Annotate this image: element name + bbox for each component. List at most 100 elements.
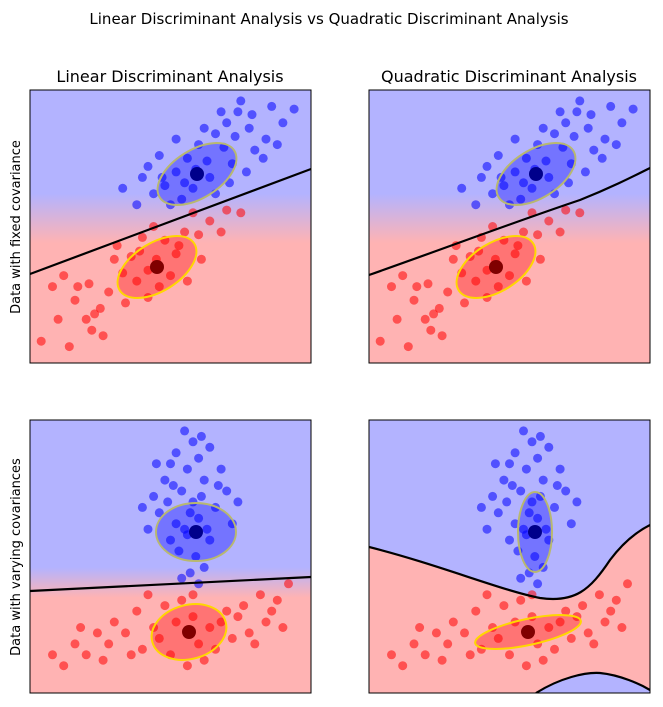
- class-1-point: [516, 486, 526, 496]
- class-1-point: [516, 573, 526, 583]
- class-0-point: [533, 230, 543, 240]
- class-0-point: [493, 633, 503, 643]
- class-1-point: [516, 194, 526, 204]
- class-0-point: [98, 655, 108, 665]
- class-1-point: [137, 502, 147, 512]
- class-0-point: [76, 623, 86, 632]
- class-0-point: [578, 601, 588, 611]
- class-0-point: [188, 612, 198, 622]
- class-0-point: [166, 271, 175, 281]
- class-0-point: [505, 271, 514, 281]
- class-0-point: [555, 617, 565, 627]
- class-1-point: [143, 524, 153, 534]
- class-0-point: [600, 617, 610, 627]
- class-1-point: [566, 519, 576, 529]
- class-1-point: [569, 131, 579, 141]
- class-0-point: [109, 254, 119, 264]
- class-0-point: [420, 314, 430, 324]
- class-0-point: [505, 650, 514, 660]
- class-0-point: [589, 639, 599, 649]
- class-0-point: [205, 623, 215, 632]
- class-0-point: [95, 303, 105, 313]
- class-1-point: [194, 453, 204, 463]
- class-0-point: [160, 601, 170, 611]
- class-0-point: [137, 644, 147, 654]
- class-1-point: [572, 107, 582, 117]
- panel-lda-fixed: [30, 90, 311, 363]
- class-1-point: [199, 123, 209, 133]
- class-1-point: [555, 464, 565, 474]
- class-0-point: [611, 595, 621, 605]
- class-1-point: [216, 107, 226, 117]
- class-0-point: [171, 617, 181, 627]
- class-1-point: [499, 475, 509, 485]
- class-0-point: [510, 249, 520, 259]
- class-1-point: [519, 524, 528, 534]
- class-1-point: [177, 573, 187, 583]
- class-1-point: [507, 481, 517, 490]
- class-0-point: [194, 230, 204, 240]
- class-1-point: [502, 497, 512, 507]
- class-1-point: [149, 491, 159, 501]
- class-1-point: [154, 508, 164, 518]
- class-1-point: [171, 519, 181, 529]
- class-1-point: [160, 181, 170, 191]
- class-0-point: [87, 325, 97, 335]
- class-0-point: [90, 309, 100, 319]
- class-1-point: [143, 161, 153, 171]
- class-1-point: [216, 464, 226, 474]
- class-0-point: [154, 633, 164, 643]
- class-1-point: [510, 167, 520, 177]
- class-0-mean-marker: [521, 625, 535, 639]
- class-1-point: [180, 524, 190, 534]
- class-0-point: [513, 241, 523, 251]
- class-1-point: [538, 123, 548, 133]
- class-0-point: [132, 606, 142, 616]
- class-0-point: [233, 612, 243, 622]
- class-0-point: [412, 282, 422, 292]
- class-1-point: [171, 134, 181, 144]
- class-0-point: [482, 590, 492, 600]
- panel-qda-fixed: [369, 90, 650, 363]
- class-1-point: [488, 491, 498, 501]
- class-0-point: [121, 628, 130, 638]
- class-0-point: [606, 606, 616, 616]
- class-0-point: [126, 650, 136, 660]
- class-1-point: [476, 172, 486, 182]
- class-1-point: [527, 183, 537, 193]
- axes-frame: [368, 89, 651, 364]
- class-0-point: [594, 590, 604, 600]
- class-1-point: [250, 145, 260, 155]
- class-1-point: [166, 459, 175, 469]
- class-0-point: [465, 650, 475, 660]
- row-label-fixed: Data with fixed covariance: [9, 140, 24, 314]
- class-1-point: [541, 156, 551, 166]
- class-0-point: [98, 331, 108, 341]
- class-0-point: [423, 279, 433, 289]
- class-1-point: [171, 448, 181, 458]
- class-1-point: [505, 459, 514, 469]
- class-0-point: [443, 287, 453, 297]
- class-1-point: [213, 481, 223, 490]
- class-0-point: [521, 661, 531, 671]
- class-0-point: [239, 601, 249, 611]
- class-0-point: [196, 254, 206, 264]
- axes-frame: [29, 419, 312, 694]
- class-1-point: [185, 508, 195, 518]
- class-0-point: [194, 639, 204, 649]
- class-1-point: [267, 101, 277, 111]
- class-0-point: [448, 617, 458, 627]
- class-1-point: [527, 497, 537, 507]
- class-0-point: [278, 623, 288, 632]
- class-1-point: [533, 453, 543, 463]
- class-0-point: [561, 205, 571, 215]
- class-1-point: [586, 110, 596, 120]
- class-0-point: [132, 276, 142, 286]
- class-1-point: [530, 552, 540, 561]
- class-0-point: [431, 628, 441, 638]
- class-0-region: [369, 525, 650, 693]
- class-0-point: [205, 216, 215, 226]
- class-1-point: [524, 508, 534, 518]
- class-0-point: [398, 271, 408, 281]
- class-0-mean-marker: [489, 260, 503, 274]
